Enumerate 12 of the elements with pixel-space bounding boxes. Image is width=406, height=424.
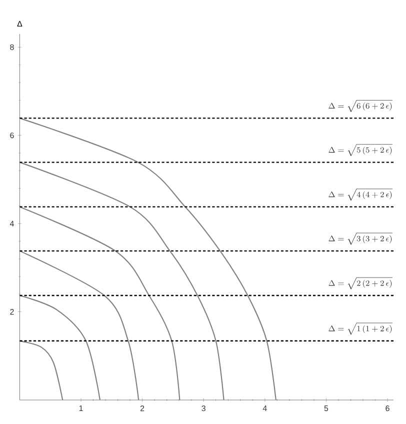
ref-line-label: $\Delta = \sqrt{3\,(3+2\,\epsilon)}$ xyxy=(328,232,392,245)
line-series xyxy=(19,162,224,401)
ref-line-label: $\Delta = \sqrt{6\,(6+2\,\epsilon)}$ xyxy=(328,100,392,112)
ref-line-label: $\Delta = \sqrt{1\,(1+2\,\epsilon)}$ xyxy=(328,322,392,335)
line-series xyxy=(19,206,180,401)
line-series xyxy=(19,340,64,401)
line-series xyxy=(19,118,276,401)
line-series xyxy=(19,294,101,401)
line-series xyxy=(19,250,140,401)
ref-line-label: $\Delta = \sqrt{2\,(2+2\,\epsilon)}$ xyxy=(328,277,392,290)
ref-line-label: $\Delta = \sqrt{5\,(5+2\,\epsilon)}$ xyxy=(328,144,392,156)
ref-line-label: $\Delta = \sqrt{4\,(4+2\,\epsilon)}$ xyxy=(328,188,392,201)
